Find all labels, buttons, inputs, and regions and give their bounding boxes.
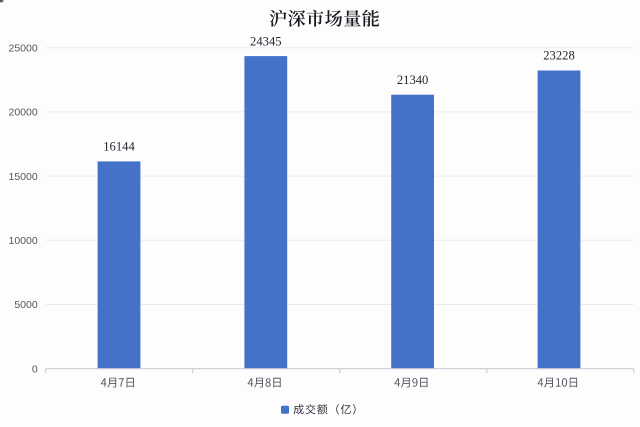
svg-text:25000: 25000 [8,42,37,54]
svg-text:20000: 20000 [8,107,37,119]
svg-text:16144: 16144 [103,140,135,154]
svg-text:10000: 10000 [8,235,37,247]
svg-text:23228: 23228 [543,49,574,63]
svg-text:15000: 15000 [8,171,37,183]
svg-text:5000: 5000 [14,299,38,311]
svg-text:24345: 24345 [250,34,281,48]
svg-text:21340: 21340 [397,73,428,87]
svg-text:0: 0 [32,363,38,375]
